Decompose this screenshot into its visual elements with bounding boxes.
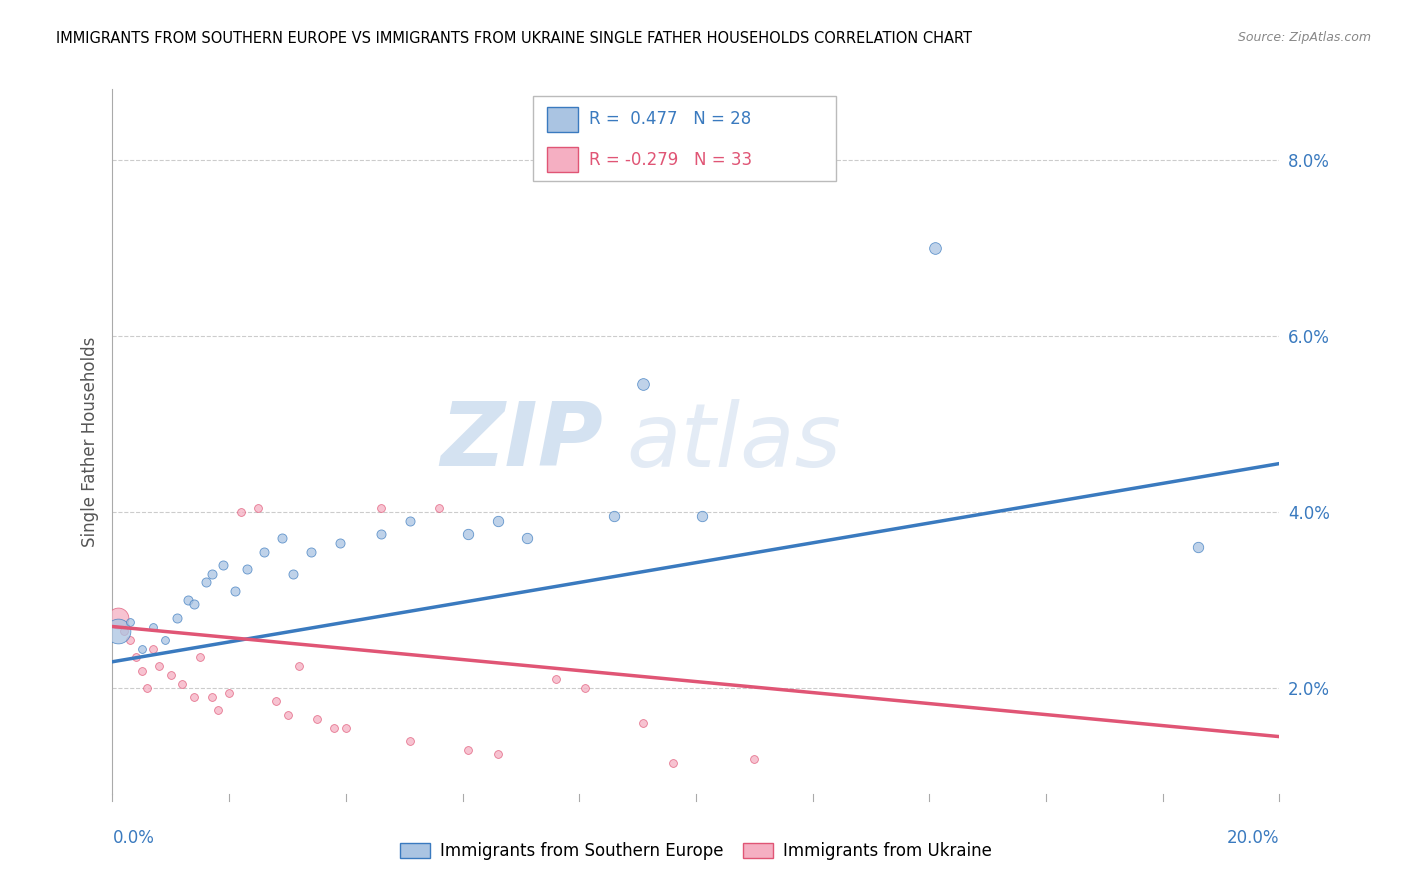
Point <box>283 566 305 581</box>
Point <box>276 707 298 722</box>
Text: IMMIGRANTS FROM SOUTHERN EUROPE VS IMMIGRANTS FROM UKRAINE SINGLE FATHER HOUSEHO: IMMIGRANTS FROM SOUTHERN EUROPE VS IMMIG… <box>56 31 972 46</box>
Point <box>142 619 165 633</box>
Point <box>160 668 183 682</box>
Point <box>166 610 188 624</box>
Point <box>194 575 217 590</box>
Point <box>118 632 141 647</box>
Point <box>1187 540 1209 554</box>
Point <box>574 681 596 696</box>
Point <box>742 751 765 765</box>
Text: R = -0.279   N = 33: R = -0.279 N = 33 <box>589 151 752 169</box>
Point <box>486 747 509 762</box>
Point <box>299 544 322 558</box>
Point <box>218 685 240 699</box>
Text: atlas: atlas <box>626 399 841 484</box>
Point <box>172 677 194 691</box>
Point <box>690 509 713 524</box>
Point <box>264 694 287 708</box>
Point <box>107 610 129 624</box>
Point <box>329 536 352 550</box>
Point <box>335 721 357 735</box>
Point <box>253 544 276 558</box>
Point <box>661 756 683 770</box>
Point <box>235 562 257 576</box>
Y-axis label: Single Father Households: Single Father Households <box>80 336 98 547</box>
Point <box>188 650 211 665</box>
Point <box>229 505 252 519</box>
Point <box>633 716 655 731</box>
Point <box>148 659 170 673</box>
Point <box>153 632 176 647</box>
Point <box>323 721 346 735</box>
Point <box>370 527 392 541</box>
Point <box>370 500 392 515</box>
Point <box>516 532 538 546</box>
Point <box>207 703 229 717</box>
Point <box>399 734 422 748</box>
Point <box>427 500 450 515</box>
Point <box>224 584 246 599</box>
Text: ZIP: ZIP <box>440 398 603 485</box>
Point <box>633 377 655 392</box>
Text: R =  0.477   N = 28: R = 0.477 N = 28 <box>589 111 751 128</box>
Point <box>486 514 509 528</box>
Point <box>136 681 159 696</box>
Point <box>201 690 224 704</box>
Point <box>183 690 205 704</box>
Point <box>107 624 129 638</box>
Text: 20.0%: 20.0% <box>1227 829 1279 847</box>
Point <box>142 641 165 656</box>
Point <box>131 664 153 678</box>
Point <box>305 712 328 726</box>
Point <box>288 659 311 673</box>
Point <box>112 624 135 638</box>
Point <box>399 514 422 528</box>
Text: Source: ZipAtlas.com: Source: ZipAtlas.com <box>1237 31 1371 45</box>
Point <box>457 743 479 757</box>
Point <box>125 650 148 665</box>
Text: 0.0%: 0.0% <box>112 829 155 847</box>
Legend: Immigrants from Southern Europe, Immigrants from Ukraine: Immigrants from Southern Europe, Immigra… <box>394 835 998 867</box>
Point <box>270 532 292 546</box>
Point <box>603 509 626 524</box>
Point <box>544 673 567 687</box>
Point <box>118 615 141 629</box>
Point <box>247 500 270 515</box>
Point <box>183 598 205 612</box>
Point <box>212 558 235 572</box>
Point <box>177 593 200 607</box>
Point <box>131 641 153 656</box>
Point <box>201 566 224 581</box>
Point <box>924 241 946 255</box>
Point <box>457 527 479 541</box>
